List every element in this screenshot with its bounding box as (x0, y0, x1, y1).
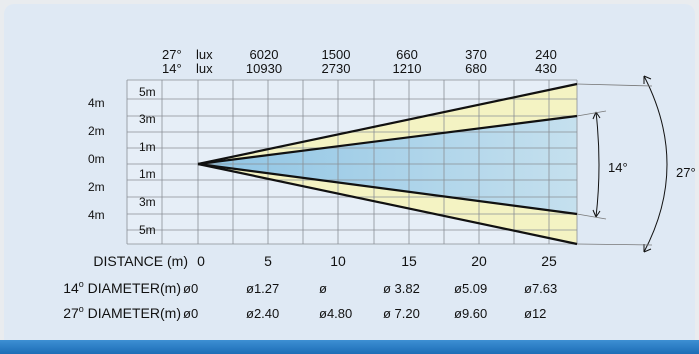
distance-value: 15 (401, 253, 417, 269)
distance-value: 10 (330, 253, 346, 269)
grid-row-labels: 5m 3m 1m 1m 3m 5m (139, 85, 156, 237)
lux-14-value: 10930 (246, 61, 282, 76)
diameter-14-label: 14o DIAMETER(m) (63, 279, 181, 296)
beam-14-edge-top (197, 114, 578, 166)
distance-row: DISTANCE (m) 0 5 10 15 20 25 (93, 253, 557, 269)
diameter-27-label: 27o DIAMETER(m) (63, 304, 181, 321)
left-scale-labels: 4m 2m 0m 2m 4m (88, 96, 105, 222)
beam-14-inner (198, 116, 577, 214)
distance-row-label: DISTANCE (m) (93, 253, 188, 269)
lux-angle-14: 14° (162, 61, 182, 76)
lux-header: 27° lux 14° lux 6020 1500 660 370 240 10… (162, 47, 557, 76)
lux-27-value: 6020 (250, 47, 279, 62)
beam-edges (197, 82, 578, 246)
lux-14-value: 1210 (393, 61, 422, 76)
diameter-14-value: ø7.63 (524, 281, 557, 296)
angle-27-label: 27° (676, 165, 696, 180)
lux-27-value: 1500 (322, 47, 351, 62)
diameter-27-value: ø4.80 (319, 306, 352, 321)
angle-14-arc (595, 111, 600, 218)
diameter-27-value: ø12 (524, 306, 546, 321)
distance-value: 5 (264, 253, 272, 269)
angle-27-guide (576, 83, 653, 87)
bottom-blue-bar (0, 340, 699, 354)
diameter-27-value: ø2.40 (246, 306, 279, 321)
diameter-27-value: ø0 (183, 306, 198, 321)
angle-27-guide (576, 243, 653, 246)
angle-27-arc (643, 75, 668, 253)
grid-row-label: 5m (139, 85, 156, 99)
diameter-27-row: 27o DIAMETER(m) ø0 ø2.40 ø4.80 ø 7.20 ø9… (63, 304, 546, 321)
distance-value: 0 (197, 253, 205, 269)
lux-14-value: 2730 (322, 61, 351, 76)
lux-unit-14: lux (196, 61, 213, 76)
grid-row-label: 3m (139, 112, 156, 126)
angle-14-guide (576, 213, 607, 220)
angle-27-arrow-bottom (643, 244, 652, 253)
angle-markers (576, 75, 668, 253)
lux-27-value: 240 (535, 47, 557, 62)
angle-27-arrow-top (643, 75, 652, 84)
diameter-14-value: ø0 (183, 281, 198, 296)
diameter-14-value: ø (319, 281, 327, 296)
lux-14-value: 680 (465, 61, 487, 76)
left-scale-label: 2m (88, 180, 105, 194)
grid-row-label: 3m (139, 195, 156, 209)
grid-row-label: 1m (139, 167, 156, 181)
grid-lines (126, 79, 578, 245)
lux-27-value: 370 (465, 47, 487, 62)
lux-angle-27: 27° (162, 47, 182, 62)
diameter-14-value: ø 3.82 (383, 281, 420, 296)
angle-14-label: 14° (608, 160, 628, 175)
left-scale-label: 4m (88, 96, 105, 110)
lux-14-value: 430 (535, 61, 557, 76)
grid-row-label: 5m (139, 223, 156, 237)
left-scale-label: 0m (88, 152, 105, 166)
diameter-14-value: ø1.27 (246, 281, 279, 296)
left-scale-label: 4m (88, 208, 105, 222)
angle-14-arrow-bottom (592, 209, 601, 218)
diameter-14-value: ø5.09 (454, 281, 487, 296)
lux-unit-27: lux (196, 47, 213, 62)
lux-27-value: 660 (396, 47, 418, 62)
distance-value: 25 (541, 253, 557, 269)
left-scale-label: 2m (88, 124, 105, 138)
diameter-27-value: ø9.60 (454, 306, 487, 321)
beam-27-edge-bottom (197, 162, 578, 246)
grid-row-label: 1m (139, 140, 156, 154)
diameter-27-value: ø 7.20 (383, 306, 420, 321)
diameter-14-row: 14o DIAMETER(m) ø0 ø1.27 ø ø 3.82 ø5.09 … (63, 279, 557, 296)
beam-27-edge-top (197, 82, 578, 166)
distance-value: 20 (471, 253, 487, 269)
beam-14-edge-bottom (197, 162, 578, 216)
angle-14-guide (576, 110, 607, 117)
